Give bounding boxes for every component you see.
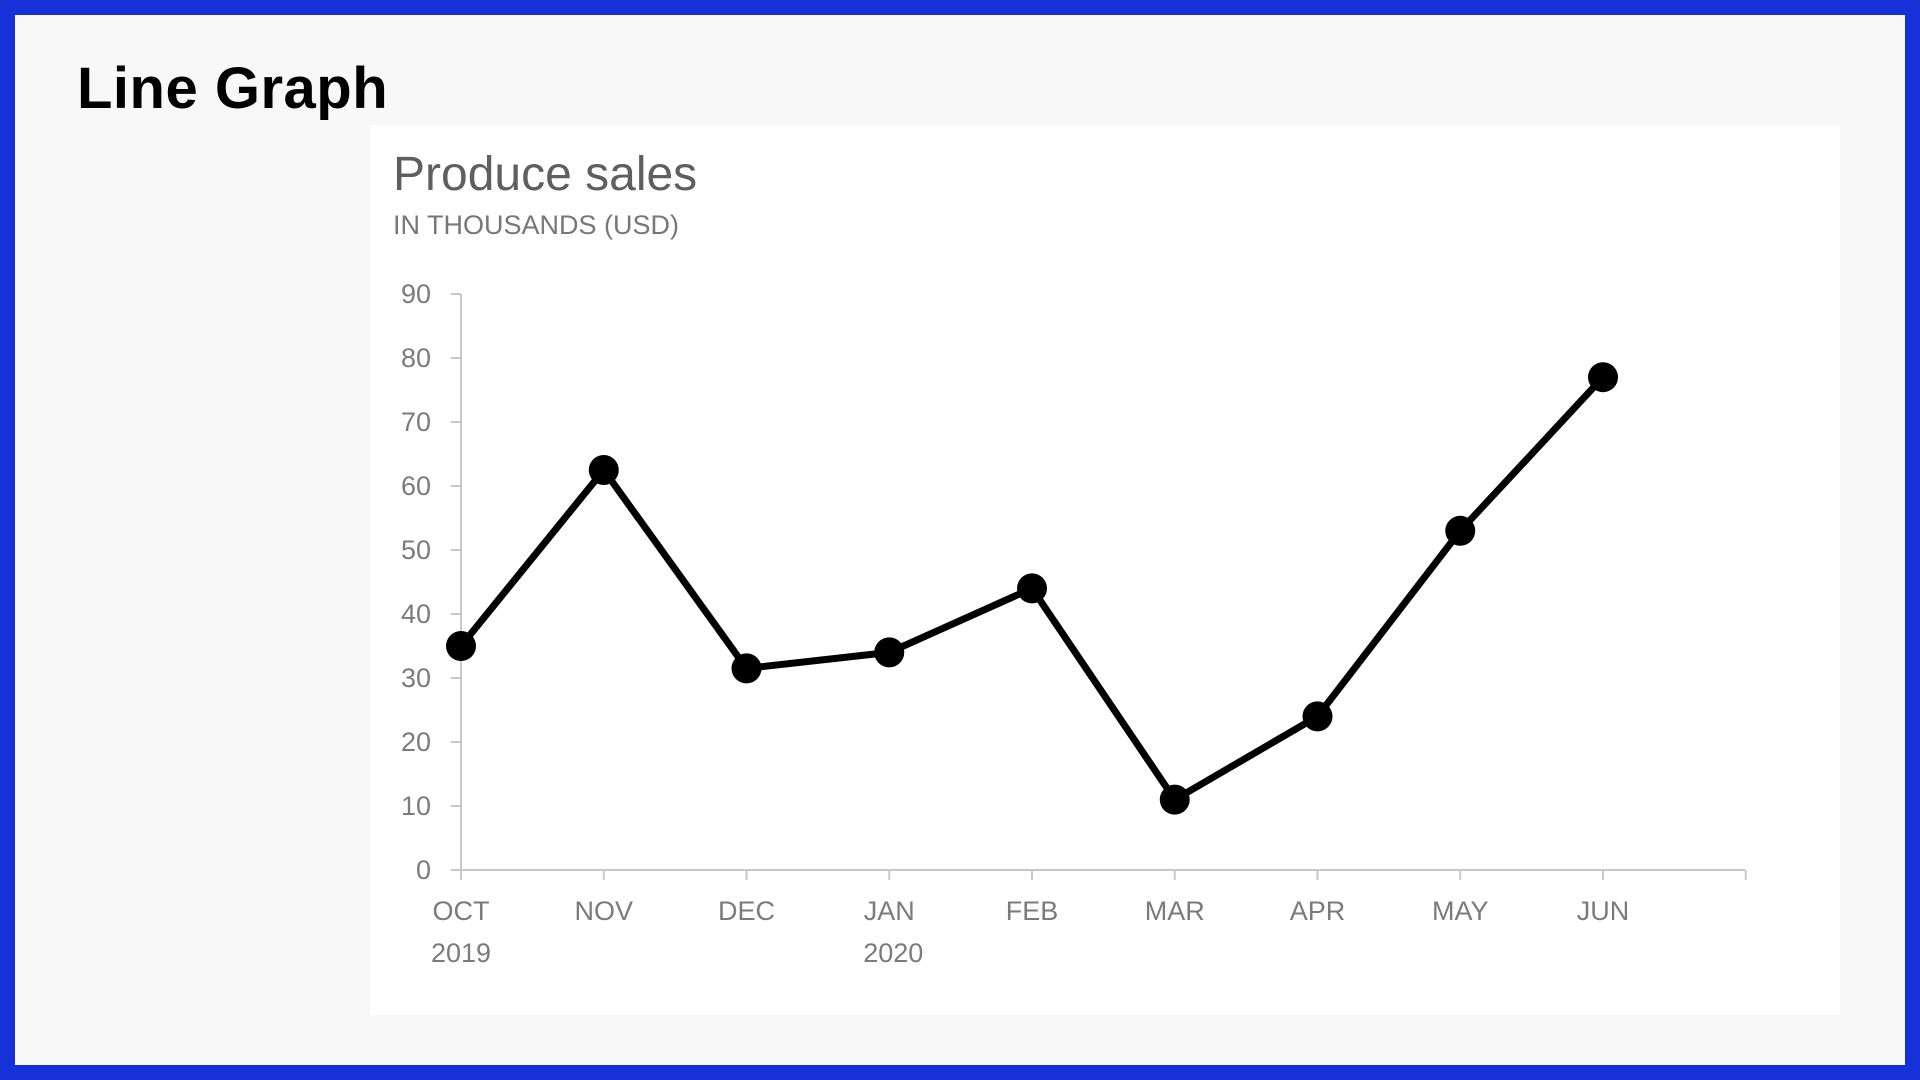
data-point-oct (446, 631, 476, 661)
x-tick-label: APR (1290, 896, 1346, 926)
y-tick-label: 60 (401, 471, 431, 501)
x-tick-sublabel: 2019 (431, 938, 491, 968)
x-tick-label: JAN (864, 896, 915, 926)
y-tick-label: 10 (401, 791, 431, 821)
slide-background: Line Graph (15, 15, 1905, 1065)
y-tick-labels: 0 10 20 30 40 50 60 70 80 90 (401, 279, 431, 885)
x-tick-label: NOV (574, 896, 633, 926)
page-heading: Line Graph (77, 56, 389, 121)
data-point-nov (588, 455, 619, 485)
y-tick-label: 30 (401, 663, 431, 693)
chart-card (370, 125, 1840, 1015)
x-tick-label: FEB (1006, 896, 1059, 926)
x-tick-label: MAR (1145, 896, 1205, 926)
chart-title: Produce sales (393, 148, 697, 201)
data-point-feb (1017, 573, 1047, 604)
y-tick-label: 90 (401, 279, 431, 309)
data-point-jun (1588, 362, 1618, 393)
chart-subtitle: IN THOUSANDS (USD) (393, 210, 679, 240)
data-point-dec (731, 653, 762, 684)
x-tick-label: MAY (1432, 896, 1489, 926)
data-point-mar (1159, 784, 1190, 815)
data-point-jan (874, 637, 905, 668)
series-produce-sales (446, 362, 1618, 815)
x-tick-label: JUN (1577, 896, 1630, 926)
data-point-apr (1302, 701, 1333, 732)
y-tick-label: 0 (416, 855, 431, 885)
x-tick-labels: OCT 2019 NOV DEC JAN 2020 FEB MAR APR MAY JUN (431, 896, 1629, 968)
data-point-may (1445, 515, 1476, 546)
y-tick-label: 40 (401, 599, 431, 629)
chart-axes (451, 293, 1747, 880)
x-tick-sublabel: 2020 (863, 938, 923, 968)
y-tick-label: 70 (401, 407, 431, 437)
y-tick-label: 50 (401, 535, 431, 565)
y-tick-label: 20 (401, 727, 431, 757)
x-tick-label: OCT (433, 896, 490, 926)
x-tick-label: DEC (718, 896, 775, 926)
y-tick-label: 80 (401, 343, 431, 373)
